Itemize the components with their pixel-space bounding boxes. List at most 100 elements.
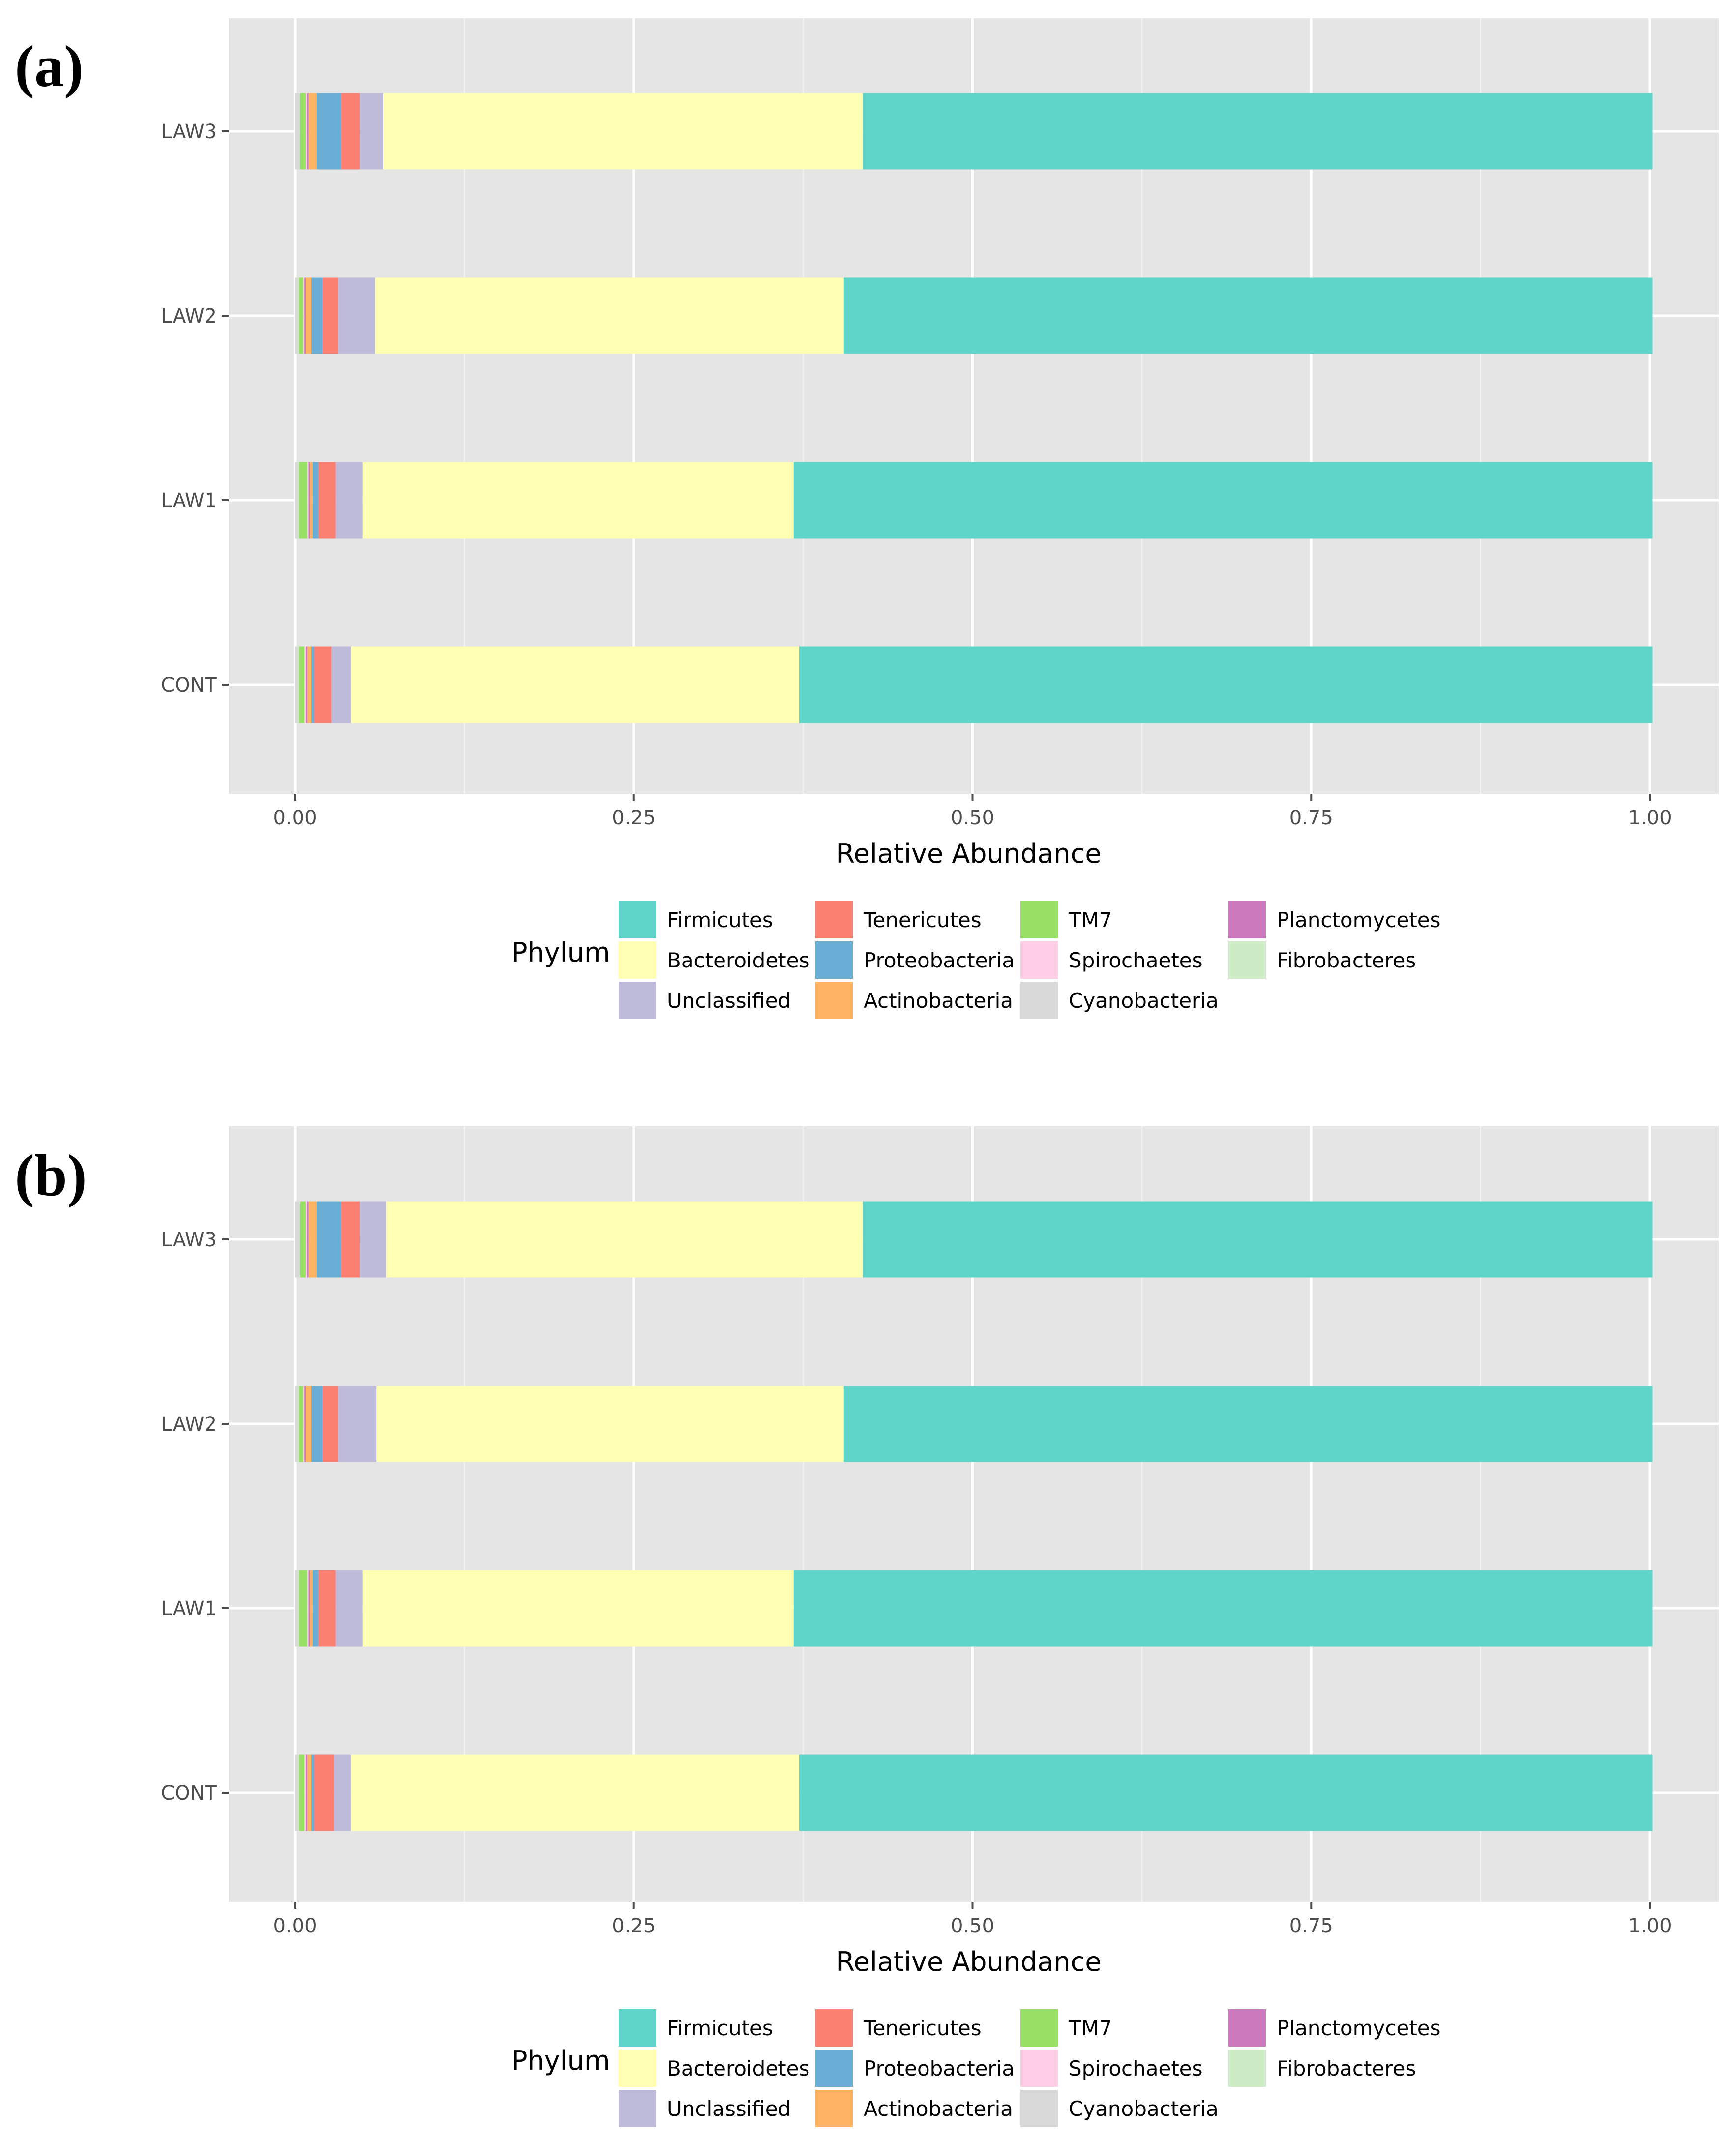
legend-key-tenericutes <box>815 2009 853 2047</box>
bar-segment-law2-bacteroidetes <box>375 277 844 354</box>
bar-segment-law1-spirochaetes <box>307 1570 309 1647</box>
bar-segment-law3-tenericutes <box>341 1201 360 1278</box>
bar-segment-law2-planctomycetes <box>304 1386 306 1462</box>
x-tick-label: 0.50 <box>951 807 994 829</box>
bar-segment-law2-spirochaetes <box>303 1386 305 1462</box>
panel-label: (b) <box>15 1143 87 1208</box>
bar-segment-cont-tenericutes <box>314 1754 334 1831</box>
legend: Phylum Firmicutes Bacteroidetes Unclassifie… <box>511 2009 1441 2127</box>
bar-segment-law1-tenericutes <box>318 462 336 539</box>
bar-segment-cont-cyanobacteria <box>295 646 298 723</box>
legend-label: Unclassified <box>667 2097 791 2121</box>
bar-segment-cont-tm7 <box>299 1754 305 1831</box>
bar-segment-law3-fibrobacteres <box>299 1201 301 1278</box>
legend-label: Proteobacteria <box>864 2056 1015 2081</box>
bar-segment-cont-bacteroidetes <box>350 1754 799 1831</box>
legend-key-fibrobacteres <box>1228 941 1266 979</box>
bar-segment-law2-tenericutes <box>322 1386 339 1462</box>
y-tick-label: LAW1 <box>161 1598 217 1620</box>
bar-segment-law3-firmicutes <box>863 1201 1653 1278</box>
bar-segment-law2-actinobacteria <box>306 1386 312 1462</box>
chart-panel-b: (b) 0.00 0.25 0.50 0.75 1.00 CONT LAW1 LAW2 LAW3 R… <box>15 1126 1719 2127</box>
legend-label: TM7 <box>1068 908 1112 932</box>
bar-segment-law1-cyanobacteria <box>295 462 298 539</box>
bar-segment-law2-proteobacteria <box>311 277 323 354</box>
legend-key-bacteroidetes <box>619 941 656 979</box>
bar-segment-law3-cyanobacteria <box>295 1201 299 1278</box>
legend-label: Bacteroidetes <box>667 2056 809 2081</box>
bar-segment-law2-firmicutes <box>843 277 1653 354</box>
bar-segment-law3-tm7 <box>300 93 306 170</box>
bar-segment-cont-unclassified <box>334 1754 351 1831</box>
legend-label: Firmicutes <box>667 2016 773 2040</box>
legend-label: Spirochaetes <box>1069 2056 1203 2081</box>
bar-segment-cont-planctomycetes <box>306 646 307 723</box>
bar-segment-cont-tenericutes <box>314 646 332 723</box>
legend-key-unclassified <box>619 2090 656 2127</box>
bar-segment-law3-unclassified <box>360 1201 386 1278</box>
bar-segment-cont-bacteroidetes <box>350 646 799 723</box>
bar-segment-law3-fibrobacteres <box>299 93 301 170</box>
bar-segment-law3-spirochaetes <box>306 93 307 170</box>
x-tick-label: 0.75 <box>1289 1915 1333 1937</box>
legend-label: Fibrobacteres <box>1277 948 1416 972</box>
legend-key-bacteroidetes <box>619 2050 656 2087</box>
bar-segment-cont-proteobacteria <box>311 1754 314 1831</box>
bar-segment-law3-cyanobacteria <box>295 93 299 170</box>
x-axis-title: Relative Abundance <box>836 838 1101 869</box>
legend-label: Spirochaetes <box>1069 948 1203 972</box>
bar-segment-law1-tm7 <box>299 462 307 539</box>
x-tick-label: 1.00 <box>1628 1915 1672 1937</box>
bar-segment-law2-unclassified <box>338 1386 377 1462</box>
legend-key-tenericutes <box>815 901 853 938</box>
legend-key-spirochaetes <box>1020 941 1058 979</box>
legend-key-cyanobacteria <box>1020 2090 1058 2127</box>
y-tick-label: CONT <box>161 1782 217 1805</box>
chart-panel-a: (a) 0.00 0.25 0.50 0.75 1.00 CONT LAW1 LAW2 LAW3 R… <box>15 18 1719 1019</box>
bar-segment-cont-cyanobacteria <box>295 1754 298 1831</box>
y-tick-label: LAW3 <box>161 121 217 143</box>
bar-segment-cont-fibrobacteres <box>298 1754 299 1831</box>
bar-segment-law3-tenericutes <box>341 93 360 170</box>
legend-label: Tenericutes <box>863 908 982 932</box>
y-tick-label: CONT <box>161 674 217 696</box>
bar-segment-law3-planctomycetes <box>307 1201 309 1278</box>
bar-segment-law2-tm7 <box>299 277 303 354</box>
bar-segment-law1-fibrobacteres <box>298 1570 299 1647</box>
bar-segment-cont-planctomycetes <box>306 1754 307 1831</box>
bar-segment-law3-proteobacteria <box>317 93 341 170</box>
bar-segment-law1-cyanobacteria <box>295 1570 298 1647</box>
legend-key-actinobacteria <box>815 2090 853 2127</box>
bar-segment-cont-unclassified <box>331 646 351 723</box>
bar-segment-law1-actinobacteria <box>310 462 313 539</box>
bar-segment-law1-bacteroidetes <box>362 462 794 539</box>
bar-segment-cont-tm7 <box>299 646 305 723</box>
bar-segment-law1-unclassified <box>335 1570 363 1647</box>
bar-segment-law1-firmicutes <box>793 462 1653 539</box>
bar-segment-cont-spirochaetes <box>304 1754 306 1831</box>
bar-segment-law1-unclassified <box>335 462 363 539</box>
bar-segment-law3-bacteroidetes <box>386 1201 863 1278</box>
bar-segment-law2-tm7 <box>299 1386 303 1462</box>
bar-segment-law1-planctomycetes <box>308 1570 310 1647</box>
legend-label: TM7 <box>1068 2016 1112 2040</box>
bar-segment-law2-planctomycetes <box>304 277 306 354</box>
y-tick-label: LAW1 <box>161 489 217 512</box>
bar-segment-law2-unclassified <box>338 277 375 354</box>
bar-segment-law1-proteobacteria <box>312 1570 318 1647</box>
x-tick-label: 0.00 <box>273 807 317 829</box>
bar-segment-law2-spirochaetes <box>303 277 305 354</box>
x-tick-label: 1.00 <box>1628 807 1672 829</box>
bar-segment-cont-proteobacteria <box>311 646 314 723</box>
legend-key-firmicutes <box>619 901 656 938</box>
legend: Phylum Firmicutes Bacteroidetes Unclassifie… <box>511 901 1441 1019</box>
bar-segment-cont-spirochaetes <box>304 646 306 723</box>
bar-segment-law1-planctomycetes <box>308 462 310 539</box>
bar-segment-cont-firmicutes <box>799 1754 1653 1831</box>
legend-label: Proteobacteria <box>864 948 1015 972</box>
legend-label: Fibrobacteres <box>1277 2056 1416 2081</box>
legend-key-planctomycetes <box>1228 2009 1266 2047</box>
bar-segment-law3-actinobacteria <box>308 93 317 170</box>
legend-title: Phylum <box>511 937 610 968</box>
